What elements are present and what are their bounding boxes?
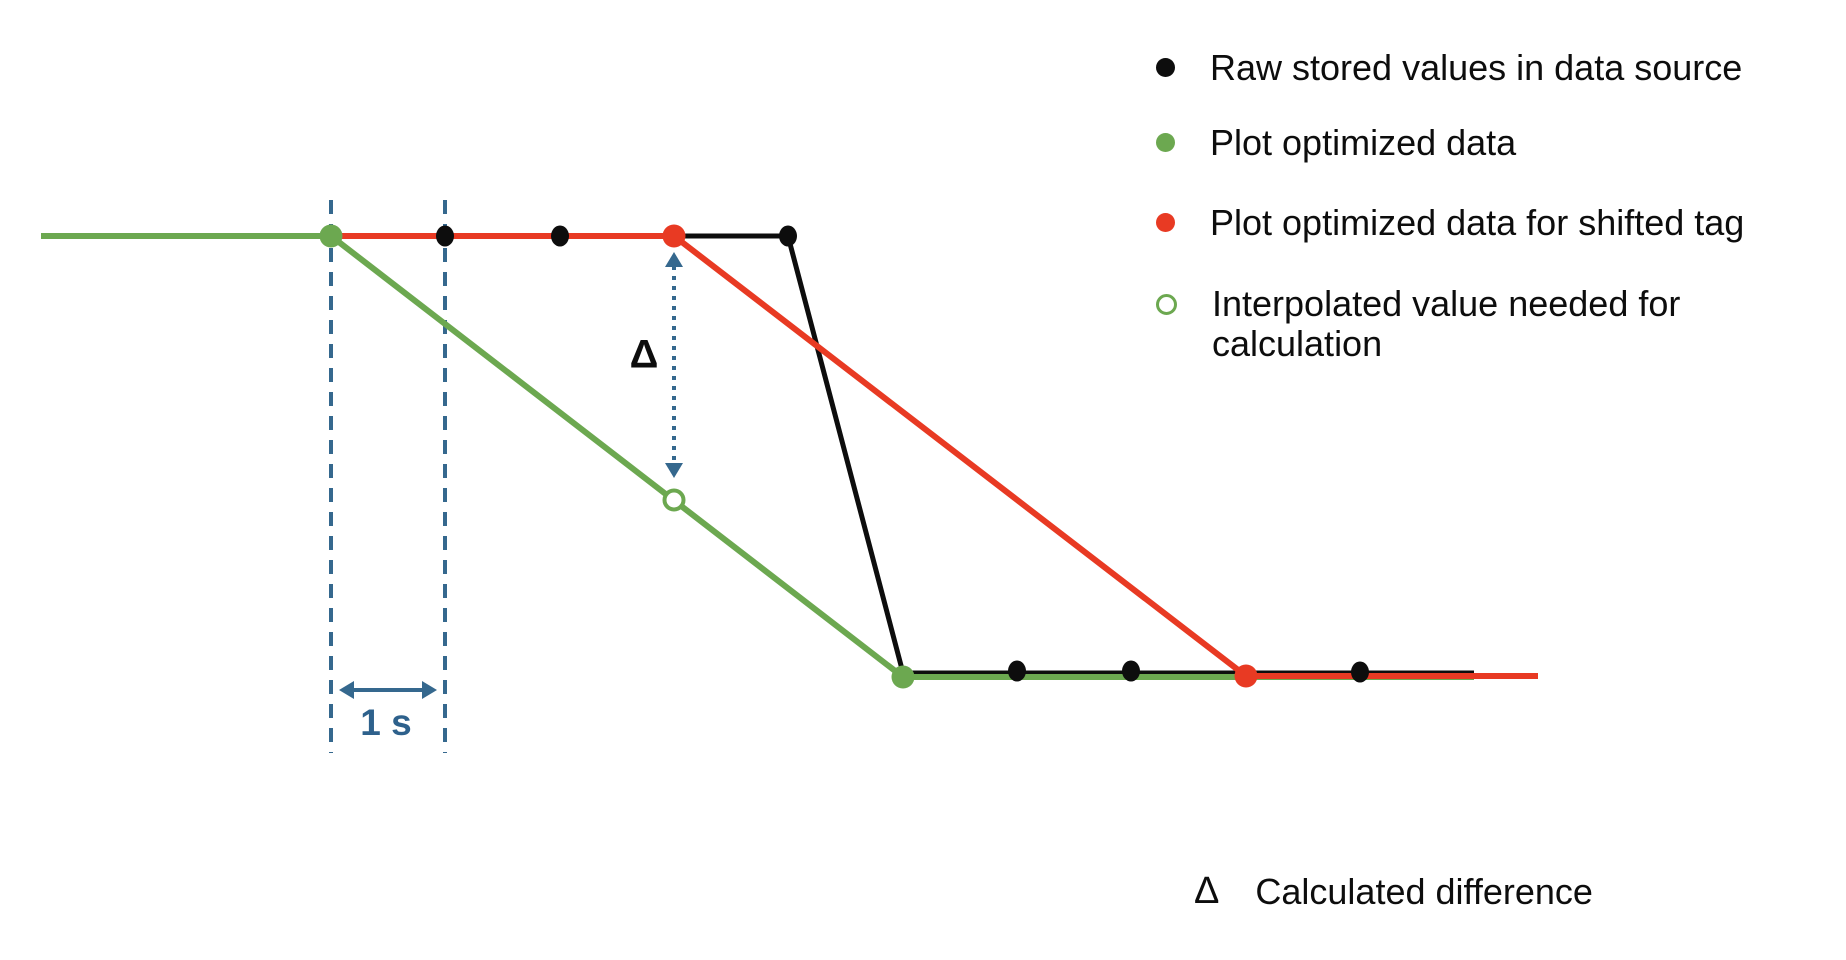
one-second-interval-label: 1 s (360, 702, 412, 743)
shifted-tag-marker-icon (1156, 213, 1175, 232)
optimized-data-point-0 (319, 224, 343, 248)
legend-label-interpolated: Interpolated value needed for calculatio… (1212, 283, 1681, 364)
legend-item-optimized: Plot optimized data (1156, 123, 1744, 163)
raw-values-marker-icon (1156, 58, 1175, 77)
delta-definition-symbol: Δ (1194, 870, 1220, 912)
raw-data-point-4 (1122, 660, 1140, 682)
legend: Raw stored values in data source Plot op… (1156, 48, 1744, 364)
plot-optimized-marker-icon (1156, 133, 1175, 152)
legend-label-optimized: Plot optimized data (1210, 122, 1517, 163)
interval-arrowhead-right (422, 681, 437, 699)
legend-item-interpolated: Interpolated value needed for calculatio… (1156, 284, 1744, 364)
delta-arrowhead-down (665, 463, 683, 478)
optimized-interpolated-point-0 (662, 488, 686, 512)
delta-arrowhead-up (665, 252, 683, 267)
legend-item-raw: Raw stored values in data source (1156, 48, 1744, 88)
shifted-data-point-1 (1234, 664, 1258, 688)
interval-arrowhead-left (339, 681, 354, 699)
shifted-series-line (331, 233, 1538, 679)
raw-data-point-2 (779, 225, 797, 247)
raw-data-point-1 (551, 225, 569, 247)
raw-data-point-0 (436, 225, 454, 247)
delta-symbol-annotation: Δ (629, 332, 659, 377)
shifted-data-point-0 (662, 224, 686, 248)
delta-definition-text: Calculated difference (1255, 870, 1593, 912)
optimized-series-line (41, 233, 1474, 680)
optimized-data-point-1 (891, 665, 915, 689)
interpolated-value-marker-icon (1156, 294, 1177, 315)
delta-definition: Δ Calculated difference (1194, 870, 1593, 913)
legend-label-raw: Raw stored values in data source (1210, 47, 1743, 88)
raw-data-point-3 (1008, 660, 1026, 682)
raw-data-point-5 (1351, 661, 1369, 683)
legend-item-shifted: Plot optimized data for shifted tag (1156, 203, 1744, 243)
legend-label-shifted: Plot optimized data for shifted tag (1210, 202, 1745, 243)
